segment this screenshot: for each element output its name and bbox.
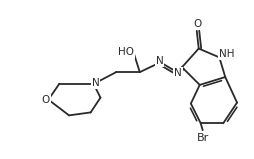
Text: NH: NH [219,49,235,59]
Text: HO: HO [118,48,134,58]
Text: N: N [174,68,182,78]
Text: Br: Br [197,133,209,143]
Text: O: O [41,95,50,105]
Text: O: O [194,19,202,29]
Text: N: N [155,56,163,66]
Text: N: N [92,78,99,88]
